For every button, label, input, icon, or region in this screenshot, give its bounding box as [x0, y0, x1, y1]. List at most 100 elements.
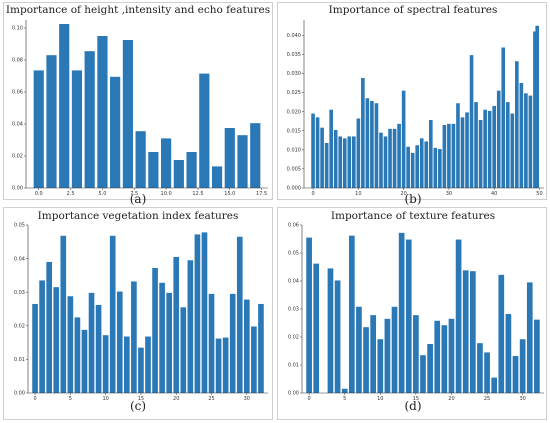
bar-a-0	[33, 70, 44, 188]
bar-c-5	[67, 296, 74, 393]
panel-frame-b	[277, 2, 547, 200]
bar-c-20	[173, 256, 180, 393]
y-tick-label-a-1: 0.02	[12, 154, 23, 160]
bar-d-24	[477, 343, 483, 393]
bar-d-26	[491, 377, 498, 393]
bar-c-24	[201, 232, 208, 393]
chart-b: 0.000 0.005 0.010 0.015 0.020 0.025 0.030 0.035…	[287, 20, 544, 197]
y-tick-label-b-5: 0.025	[287, 90, 301, 96]
x-tick-label-b-4: 40	[491, 191, 497, 197]
bar-b-5	[333, 129, 338, 188]
bar-d-6	[348, 235, 355, 393]
y-tick-label-b-0: 0.000	[287, 186, 301, 192]
x-tick-label-b-5: 50	[536, 191, 542, 197]
bar-b-28	[438, 149, 442, 188]
bar-c-16	[145, 336, 151, 393]
panel-label-b: (b)	[404, 192, 422, 206]
bar-b-0	[311, 113, 315, 188]
bar-c-18	[159, 282, 165, 393]
x-tick-label-a-4: 10.0	[161, 191, 172, 197]
bar-a-16	[237, 135, 248, 188]
y-tick-label-d-2: 0.02	[288, 335, 299, 341]
bar-b-34	[465, 112, 469, 188]
bar-a-12	[186, 152, 197, 188]
bar-a-6	[110, 76, 121, 188]
bar-c-19	[166, 292, 172, 393]
bar-b-31	[451, 123, 456, 188]
bar-b-10	[356, 118, 361, 188]
x-tick-label-d-5: 25	[484, 396, 490, 402]
bar-d-19	[441, 325, 448, 393]
bar-b-1	[315, 117, 320, 188]
bar-b-9	[352, 136, 356, 188]
bar-d-27	[498, 274, 505, 393]
y-tick-label-b-2: 0.010	[287, 148, 301, 154]
bar-a-9	[148, 152, 159, 188]
bar-d-1	[313, 263, 320, 393]
y-tick-label-c-2: 0.02	[14, 324, 25, 330]
bar-b-29	[442, 125, 447, 188]
bar-c-4	[60, 235, 67, 393]
y-tick-label-d-6: 0.06	[288, 223, 299, 229]
bar-d-10	[377, 339, 384, 393]
x-tick-label-d-2: 10	[377, 396, 383, 402]
x-tick-label-b-1: 10	[355, 191, 361, 197]
y-tick-label-c-5: 0.05	[14, 223, 25, 229]
bar-c-23	[194, 234, 201, 393]
bar-b-45	[515, 61, 519, 188]
y-tick-label-b-3: 0.015	[287, 128, 301, 134]
bar-b-36	[474, 102, 478, 188]
bar-b-3	[324, 142, 329, 188]
bar-b-49	[533, 31, 537, 189]
bar-c-2	[46, 261, 52, 393]
bar-d-5	[341, 388, 348, 393]
bar-a-11	[173, 160, 184, 188]
bar-b-17	[388, 128, 392, 188]
bar-d-32	[534, 319, 540, 393]
bar-d-25	[484, 352, 490, 393]
x-tick-label-a-3: 7.5	[130, 191, 138, 197]
bar-c-11	[109, 235, 116, 393]
x-tick-label-a-2: 5.0	[98, 191, 106, 197]
bar-b-18	[392, 128, 397, 188]
bar-d-0	[306, 237, 312, 393]
bar-b-23	[415, 145, 420, 188]
bar-a-2	[59, 24, 70, 188]
bar-a-3	[71, 70, 83, 188]
bar-c-31	[251, 326, 257, 393]
bar-b-19	[397, 123, 401, 188]
bar-a-1	[46, 55, 57, 189]
bar-b-33	[460, 117, 465, 188]
bar-b-6	[338, 136, 343, 188]
bar-a-7	[122, 40, 133, 188]
bar-d-23	[469, 271, 476, 393]
chart-title-d: Importance of texture features	[330, 210, 496, 222]
bar-a-14	[211, 166, 223, 188]
bar-d-15	[413, 315, 419, 393]
panel-label-c: (c)	[129, 399, 147, 413]
bar-d-14	[405, 239, 412, 393]
bar-a-4	[84, 51, 95, 189]
x-tick-label-a-7: 17.5	[256, 191, 267, 197]
bar-a-10	[161, 138, 172, 188]
bar-c-9	[95, 304, 102, 393]
chart-title-b: Importance of spectral features	[328, 4, 498, 16]
bar-b-46	[519, 83, 524, 188]
panel-frame-c	[3, 207, 273, 420]
x-tick-label-a-6: 15.0	[224, 191, 235, 197]
x-tick-label-a-1: 2.5	[67, 191, 75, 197]
x-tick-label-b-0: 0	[311, 191, 314, 197]
y-tick-label-b-1: 0.005	[287, 167, 301, 173]
x-tick-label-a-0: 0.0	[35, 191, 43, 197]
y-tick-label-a-3: 0.06	[12, 90, 23, 96]
bar-b-13	[370, 100, 374, 188]
bar-b-27	[433, 147, 438, 188]
x-tick-label-a-5: 12.5	[192, 191, 203, 197]
bar-d-20	[448, 318, 455, 393]
bar-a-8	[135, 131, 146, 188]
bar-d-17	[427, 344, 433, 393]
x-tick-label-d-3: 15	[413, 396, 419, 402]
bar-b-41	[496, 90, 501, 188]
bar-c-28	[229, 293, 236, 393]
